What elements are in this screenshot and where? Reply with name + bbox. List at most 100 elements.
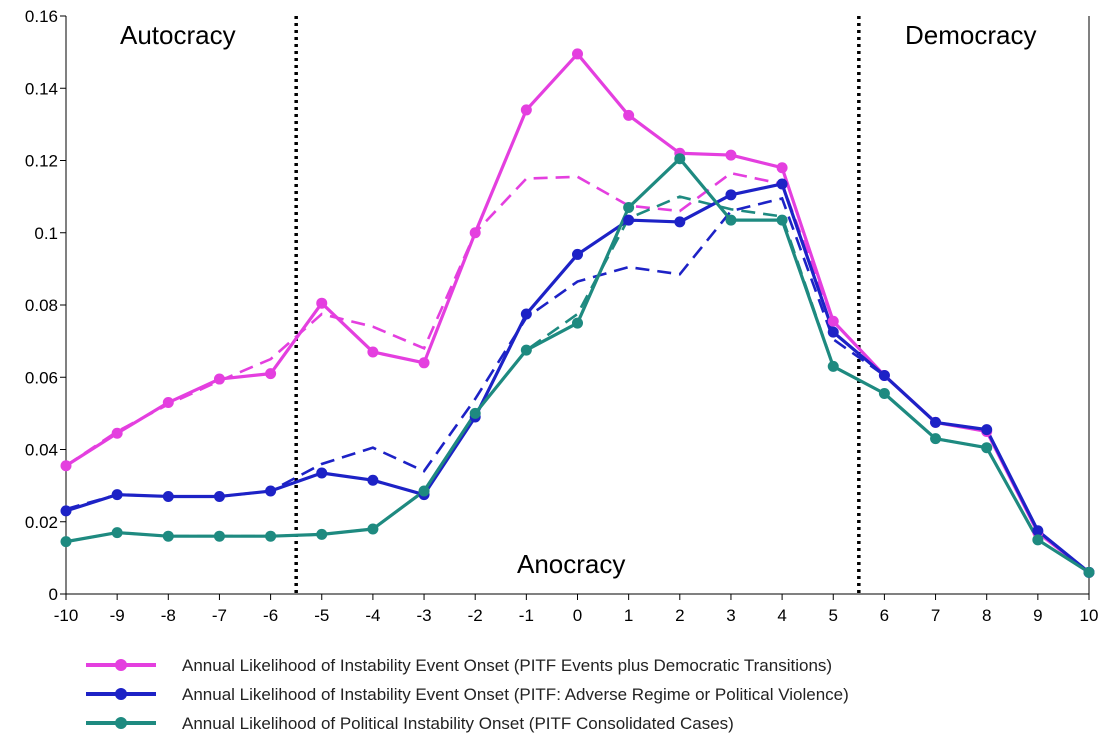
region-label-democracy: Democracy [905,20,1036,50]
series-3-point [623,201,635,213]
series-3-point [316,528,328,540]
trend-lines [65,171,1090,574]
y-tick-label: 0.14 [25,79,58,98]
y-tick-label: 0.08 [25,296,58,315]
series-3-point [878,388,890,400]
legend-swatch-marker [115,688,127,700]
series-2-point [316,467,328,479]
series-2-point [1032,525,1044,537]
x-tick-label: -9 [110,606,125,625]
series-1-point [623,109,635,121]
x-tick-label: -10 [54,606,79,625]
series-2-point [981,424,993,436]
y-tick-label: 0.12 [25,152,58,171]
series-2-point [367,474,379,486]
x-tick-label: 5 [829,606,838,625]
series-3-point [162,530,174,542]
series-2-point [776,178,788,190]
series-2-trend-line [65,196,1090,574]
series-2-point [520,308,532,320]
x-tick-label: 6 [880,606,889,625]
series-2-point [623,214,635,226]
series-3-point [111,527,123,539]
y-tick-label: 0.02 [25,513,58,532]
y-tick-label: 0 [49,585,58,604]
x-tick-label: 3 [726,606,735,625]
series-1-trend-line [65,171,1090,574]
axes: 00.020.040.060.080.10.120.140.16-10 -9 -8-… [25,7,1099,625]
series-1-point [725,149,737,161]
series-1-point [520,104,532,116]
series-2-point [725,189,737,201]
series-3-point [60,536,72,548]
series-1-point [213,373,225,385]
series-3-point [520,344,532,356]
series-3-point [572,317,583,329]
x-tick-label: 10 [1080,606,1099,625]
legend-swatch-marker [115,659,127,671]
series-1-point [418,357,430,369]
x-tick-label: -8 [161,606,176,625]
x-tick-label: 2 [675,606,684,625]
legend-swatch-marker [115,717,127,729]
legend-entry-label: Annual Likelihood of Political Instabili… [182,714,734,733]
x-tick-label: -7 [212,606,227,625]
series-3-point [776,214,788,226]
x-tick-label: 1 [624,606,633,625]
series-1-point [469,227,481,239]
series-2-point [827,326,839,338]
series-2-point [265,485,277,497]
series-3-point [265,530,277,542]
series-2-point [930,416,942,428]
series-1-point [776,162,788,174]
series-3-point [725,214,737,226]
region-label-anocracy: Anocracy [517,549,625,579]
series-1-point [162,397,174,409]
y-tick-label: 0.04 [25,441,58,460]
series-2-point [162,490,174,502]
x-tick-label: -4 [365,606,380,625]
data-points [60,48,1095,578]
series-1-point [367,346,379,358]
series-2-point [213,490,225,502]
x-tick-label: 4 [777,606,786,625]
series-2-point [572,248,583,260]
y-tick-label: 0.16 [25,7,58,26]
series-3-point [213,530,225,542]
series-3-point [418,485,430,497]
legend: Annual Likelihood of Instability Event O… [86,656,849,733]
x-tick-label: -1 [519,606,534,625]
series-1-point [316,297,328,309]
series-3-point [674,153,686,165]
y-tick-label: 0.06 [25,368,58,387]
x-tick-label: -5 [314,606,329,625]
region-label-autocracy: Autocracy [120,20,236,50]
series-3-point [1032,534,1044,546]
series-1-point [111,427,123,439]
series-1-point [572,48,583,60]
series-1-point [60,460,72,472]
series-2-point [674,216,686,228]
series-3-line [65,157,1090,574]
series-3-point [367,523,379,535]
series-3-point [469,407,481,419]
series-2-point [878,369,890,381]
series-3-point [1083,566,1095,578]
y-tick-label: 0.1 [34,224,58,243]
legend-entry-label: Annual Likelihood of Instability Event O… [182,656,832,675]
x-tick-label: 9 [1033,606,1042,625]
series-3-point [827,360,839,372]
series-2-point [60,505,72,517]
x-tick-label: 8 [982,606,991,625]
x-tick-label: 0 [573,606,582,625]
regime-dividers [294,16,861,594]
x-tick-label: 7 [931,606,940,625]
series-3-point [930,433,942,445]
x-tick-label: -2 [468,606,483,625]
x-tick-label: -3 [416,606,431,625]
series-2-point [111,489,123,501]
x-tick-label: -6 [263,606,278,625]
legend-entry-label: Annual Likelihood of Instability Event O… [182,685,849,704]
series-3-point [981,442,993,454]
